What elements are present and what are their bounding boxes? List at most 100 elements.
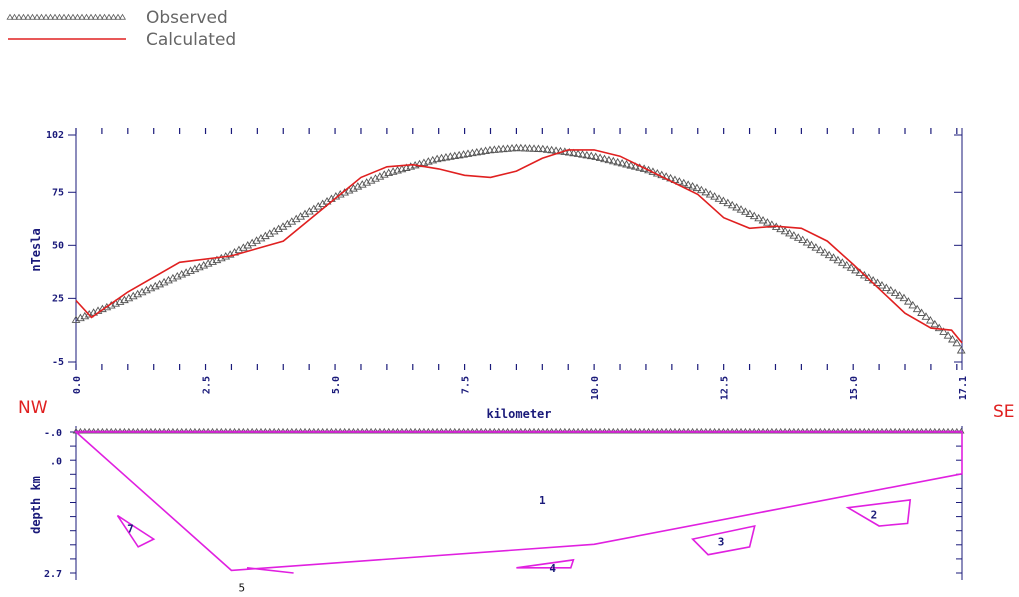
observed-point — [833, 255, 843, 264]
observed-point — [696, 185, 706, 194]
observed-series — [71, 143, 966, 354]
observed-point — [269, 226, 279, 235]
surface-marker — [772, 427, 780, 434]
surface-marker — [847, 427, 855, 434]
surface-marker — [103, 427, 111, 434]
surface-marker — [279, 427, 287, 434]
surface-marker — [499, 427, 507, 434]
surface-marker — [830, 427, 837, 434]
surface-marker — [869, 427, 877, 434]
surface-marker — [491, 427, 498, 434]
section-y-tick-label: 2.7 — [44, 569, 62, 580]
observed-point — [622, 160, 631, 168]
surface-marker — [596, 427, 604, 434]
surface-marker — [301, 427, 309, 434]
observed-point — [714, 194, 724, 202]
observed-point — [956, 345, 966, 354]
surface-marker — [240, 427, 247, 434]
observed-point — [815, 245, 825, 254]
surface-marker — [543, 427, 551, 434]
surface-marker — [605, 427, 613, 434]
observed-point — [939, 327, 948, 335]
x-tick-label: 15.0 — [849, 376, 860, 400]
observed-point — [595, 153, 605, 162]
depth-axis-title: depth km — [29, 476, 43, 534]
observed-point — [745, 209, 755, 217]
surface-marker — [856, 427, 864, 434]
observed-point — [274, 224, 283, 233]
surface-marker — [601, 427, 608, 434]
legend-observed-point — [87, 13, 95, 20]
observed-point — [516, 143, 526, 152]
surface-marker — [143, 427, 150, 434]
surface-marker — [781, 427, 789, 434]
surface-marker — [156, 427, 163, 434]
surface-marker — [821, 427, 828, 434]
se-direction-label: SE — [993, 402, 1015, 422]
surface-marker — [77, 427, 84, 434]
surface-marker — [341, 427, 348, 434]
observed-point — [859, 270, 869, 279]
surface-marker — [319, 427, 326, 434]
observed-point — [837, 258, 847, 266]
observed-point — [234, 245, 244, 254]
observed-point — [238, 243, 248, 251]
surface-marker — [112, 427, 119, 434]
legend-observed-label: Observed — [146, 8, 228, 28]
section-y-tick-label: .0 — [50, 457, 62, 468]
surface-marker — [715, 427, 723, 434]
observed-point — [881, 283, 891, 291]
observed-point — [727, 200, 737, 209]
observed-point — [247, 238, 257, 247]
surface-marker — [129, 427, 137, 434]
observed-point — [573, 149, 583, 157]
observed-point — [485, 145, 495, 154]
surface-marker — [750, 427, 758, 434]
surface-marker — [297, 427, 304, 434]
surface-marker — [737, 427, 745, 434]
surface-marker — [874, 427, 881, 434]
observed-point — [683, 180, 693, 188]
observed-point — [313, 202, 323, 210]
surface-marker — [495, 427, 503, 434]
observed-point — [926, 316, 935, 324]
observed-point — [525, 144, 535, 152]
surface-marker — [891, 427, 899, 434]
x-tick-label: 17.1 — [958, 376, 969, 400]
surface-marker — [790, 427, 798, 434]
observed-point — [542, 145, 552, 153]
legend-observed-point — [83, 13, 90, 20]
geologic-body — [690, 524, 756, 556]
observed-point — [556, 146, 565, 155]
observed-point — [679, 178, 689, 187]
surface-marker — [816, 427, 824, 434]
surface-marker — [275, 427, 282, 434]
surface-marker — [204, 427, 212, 434]
surface-marker — [592, 427, 599, 434]
legend-observed-point — [33, 13, 41, 20]
observed-point — [851, 265, 860, 274]
observed-point — [586, 151, 596, 160]
observed-point — [710, 192, 719, 200]
observed-point — [520, 143, 530, 152]
observed-point — [498, 144, 508, 153]
x-tick-labels: 0.0 2.5 5.0 7.5 10.0 12.5 15.0 17.1 — [72, 376, 969, 400]
surface-marker — [363, 427, 370, 434]
section-y-tick-labels: -.0 .0 2.7 — [44, 428, 62, 580]
observed-point — [948, 334, 957, 343]
surface-marker — [539, 427, 547, 434]
surface-marker — [517, 427, 525, 434]
surface-marker — [896, 427, 903, 434]
surface-marker — [843, 427, 851, 434]
surface-marker — [447, 427, 454, 434]
surface-marker — [196, 427, 203, 434]
observed-point — [305, 207, 314, 215]
surface-marker — [733, 427, 740, 434]
surface-marker — [530, 427, 538, 434]
surface-marker — [469, 427, 476, 434]
surface-marker — [949, 427, 956, 434]
surface-marker — [953, 427, 961, 434]
surface-marker — [684, 427, 692, 434]
surface-marker — [627, 427, 635, 434]
